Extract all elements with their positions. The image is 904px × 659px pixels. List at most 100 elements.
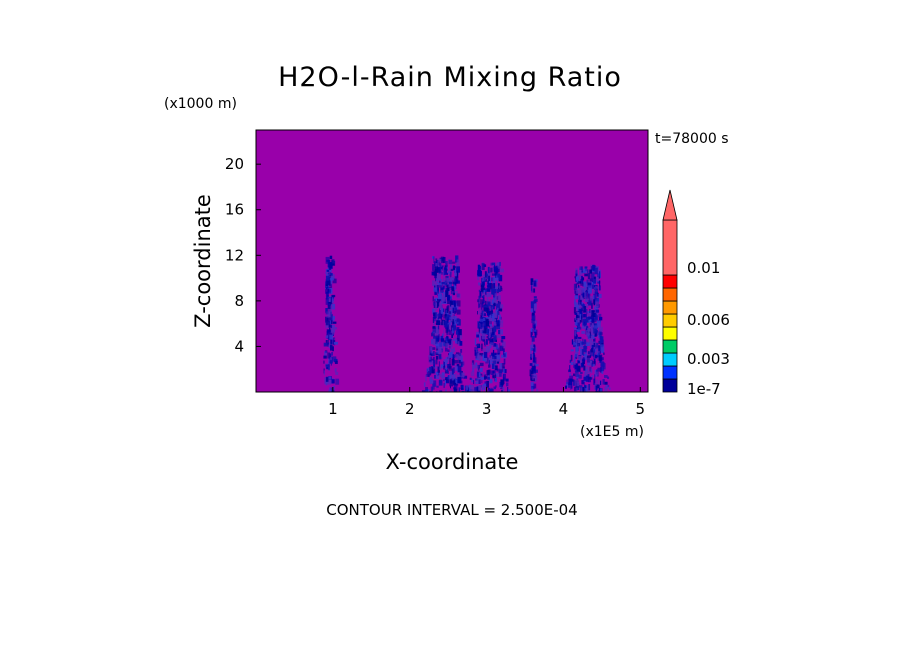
rain-cell bbox=[478, 367, 480, 371]
rain-cell bbox=[448, 365, 453, 371]
rain-cell bbox=[593, 278, 597, 284]
rain-cell bbox=[600, 344, 605, 352]
rain-cell bbox=[481, 284, 484, 291]
rain-cell bbox=[586, 390, 590, 392]
rain-cell bbox=[487, 270, 492, 277]
rain-cell bbox=[434, 374, 436, 379]
rain-cell bbox=[473, 380, 475, 385]
rain-cell bbox=[497, 352, 500, 356]
rain-cell bbox=[492, 375, 495, 379]
rain-cell bbox=[584, 384, 586, 390]
rain-cell bbox=[588, 302, 592, 306]
rain-cell bbox=[450, 295, 452, 299]
rain-cell bbox=[479, 266, 481, 270]
rain-cell bbox=[445, 326, 449, 330]
rain-cell bbox=[452, 338, 455, 342]
rain-cell bbox=[457, 376, 462, 384]
rain-cell bbox=[589, 309, 592, 316]
rain-cell bbox=[435, 352, 439, 356]
rain-cell bbox=[499, 343, 501, 348]
rain-cell bbox=[575, 338, 577, 343]
rain-cell bbox=[591, 323, 594, 326]
rain-cell bbox=[491, 288, 495, 295]
rain-cell bbox=[569, 373, 572, 376]
rain-cell bbox=[477, 311, 478, 315]
rain-cell bbox=[589, 296, 593, 301]
rain-cell bbox=[496, 309, 498, 315]
rain-cell bbox=[483, 276, 485, 282]
rain-cell bbox=[482, 289, 485, 296]
rain-cell bbox=[489, 299, 494, 305]
rain-cell bbox=[431, 271, 435, 276]
rain-cell bbox=[442, 320, 445, 327]
rain-cell bbox=[592, 361, 596, 366]
rain-cell bbox=[531, 353, 534, 358]
rain-cell bbox=[437, 366, 440, 373]
rain-cell bbox=[591, 327, 593, 333]
rain-cell bbox=[489, 324, 492, 327]
rain-cell bbox=[330, 344, 333, 351]
rain-cell bbox=[452, 376, 454, 381]
rain-cell bbox=[488, 364, 491, 368]
rain-cell bbox=[576, 340, 580, 347]
rain-cell bbox=[583, 306, 587, 313]
rain-cell bbox=[328, 330, 331, 333]
rain-cell bbox=[451, 287, 455, 292]
rain-cell bbox=[576, 290, 580, 294]
colorbar-extend-arrow bbox=[662, 189, 678, 221]
rain-cell bbox=[489, 321, 492, 325]
rain-cell bbox=[580, 386, 583, 392]
rain-cell bbox=[447, 314, 451, 320]
rain-cell bbox=[593, 276, 596, 280]
rain-cell bbox=[326, 269, 330, 272]
rain-cell bbox=[332, 315, 335, 320]
rain-cell bbox=[469, 377, 472, 380]
rain-cell bbox=[430, 346, 433, 351]
rain-cell bbox=[594, 288, 598, 294]
rain-cell bbox=[451, 304, 454, 310]
rain-cell bbox=[325, 275, 330, 281]
rain-cell bbox=[531, 361, 533, 368]
rain-cell bbox=[480, 377, 484, 380]
rain-cell bbox=[499, 329, 503, 335]
x-axis-title: X-coordinate bbox=[386, 450, 519, 474]
rain-cell bbox=[574, 312, 578, 315]
rain-cell bbox=[456, 327, 460, 334]
rain-cell bbox=[325, 320, 329, 326]
rain-cell bbox=[335, 371, 339, 375]
rain-cell bbox=[497, 334, 501, 338]
rain-cell bbox=[437, 261, 439, 267]
rain-cell bbox=[573, 361, 575, 367]
rain-cell bbox=[485, 319, 490, 327]
rain-cell bbox=[447, 321, 450, 326]
rain-cell bbox=[441, 305, 443, 308]
rain-cell bbox=[487, 311, 491, 316]
rain-cell bbox=[534, 303, 537, 306]
rain-cell bbox=[494, 365, 498, 371]
rain-cell bbox=[590, 310, 595, 317]
rain-cell bbox=[583, 362, 585, 366]
rain-cell bbox=[484, 287, 486, 292]
rain-cell bbox=[478, 303, 481, 308]
rain-cell bbox=[434, 297, 438, 302]
rain-cell bbox=[494, 374, 497, 382]
rain-cell bbox=[331, 260, 336, 266]
rain-cell bbox=[496, 273, 500, 278]
rain-cell bbox=[439, 354, 441, 358]
rain-cell bbox=[581, 279, 583, 284]
rain-cell bbox=[431, 333, 435, 337]
rain-cell bbox=[475, 362, 478, 366]
rain-cell bbox=[455, 339, 458, 344]
rain-cell bbox=[450, 268, 454, 271]
rain-cell bbox=[482, 301, 484, 308]
rain-cell bbox=[448, 330, 452, 335]
rain-cell bbox=[327, 342, 329, 347]
rain-cell bbox=[569, 384, 572, 390]
rain-cell bbox=[476, 365, 479, 372]
rain-cell bbox=[575, 371, 579, 377]
rain-cell bbox=[496, 325, 501, 330]
rain-cell bbox=[585, 375, 589, 382]
rain-cell bbox=[588, 299, 592, 304]
rain-cell bbox=[492, 337, 495, 343]
rain-cell bbox=[587, 371, 591, 374]
